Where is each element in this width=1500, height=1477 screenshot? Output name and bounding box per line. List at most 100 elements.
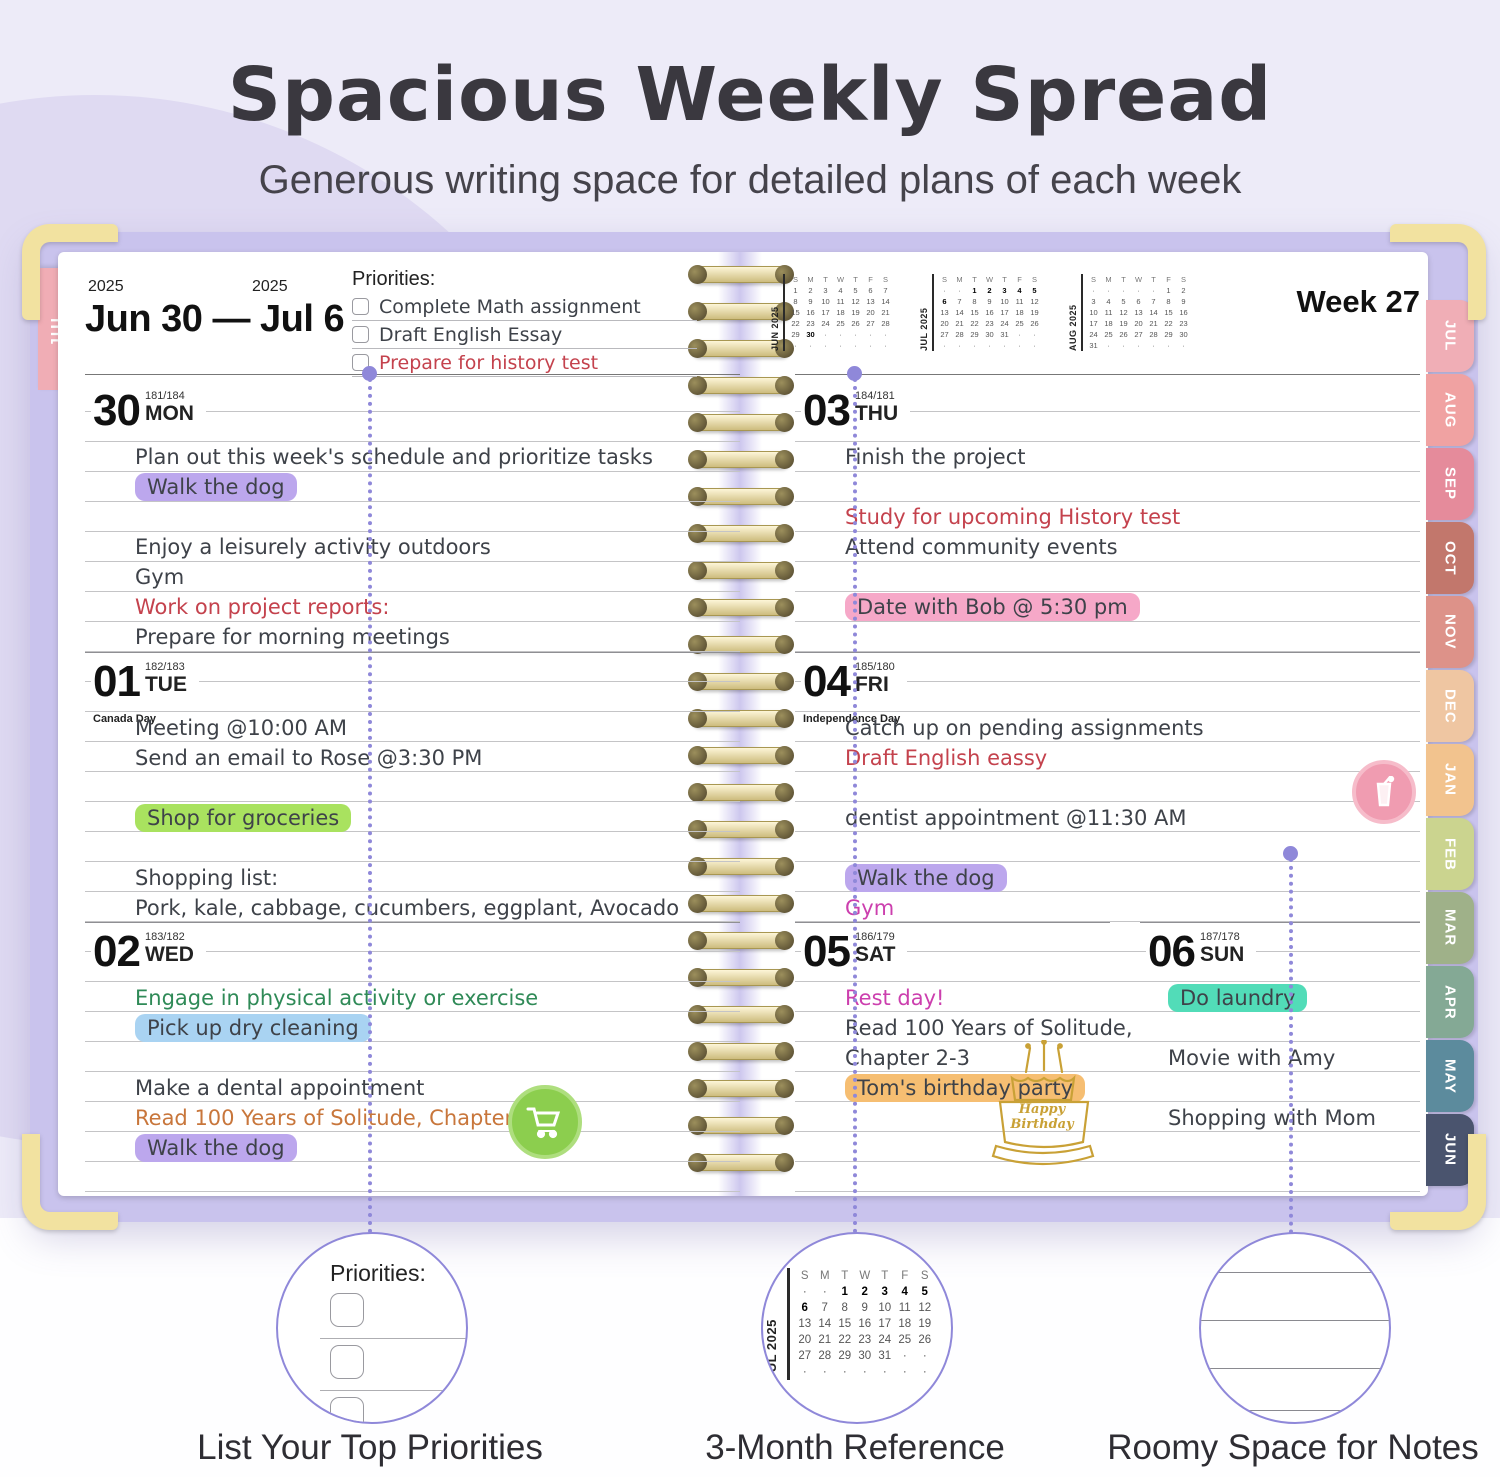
day-section-mon: 30 181/184 MON Plan out this week's schedul…: [85, 382, 740, 652]
date-cell: 7: [1151, 297, 1156, 306]
highlighted-text: Date with Bob @ 5:30 pm: [845, 593, 1140, 621]
date-cell: 30: [1179, 330, 1188, 339]
date-cell: 1: [841, 1286, 848, 1298]
caption-priorities: List Your Top Priorities: [197, 1428, 543, 1467]
date-cell: ·: [854, 330, 857, 339]
callout-priority-row: [320, 1293, 466, 1345]
date-cell: ·: [884, 330, 887, 339]
date-cell: ·: [1018, 341, 1021, 350]
date-cell: 6: [1136, 297, 1141, 306]
date-cell: 20: [1134, 319, 1143, 328]
date-cell: 21: [1149, 319, 1158, 328]
date-cell: ·: [973, 341, 976, 350]
day-of-year: 181/184: [144, 390, 185, 402]
right-grid: 03 184/181 THU Finish the project Study for …: [795, 382, 1420, 1192]
date-cell: 28: [881, 319, 890, 328]
weekday-cell: M: [807, 275, 814, 284]
date-cell: 29: [791, 330, 800, 339]
birthday-cake-icon: Happy Birthday: [978, 1039, 1108, 1185]
handwritten-entry: Study for upcoming History test: [845, 505, 1181, 529]
date-cell: 18: [836, 308, 845, 317]
checkbox-icon: [352, 298, 369, 315]
date-cell: 27: [798, 1350, 812, 1362]
note-line: [1201, 1272, 1389, 1273]
weekday-cell: F: [868, 275, 873, 284]
priority-item: Complete Math assignment: [352, 293, 697, 321]
date-cell: ·: [1122, 286, 1125, 295]
date-cell: ·: [1137, 286, 1140, 295]
priority-item: Prepare for history test: [352, 349, 697, 377]
date-cell: 3: [881, 1286, 888, 1298]
weekday-cell: M: [1105, 275, 1112, 284]
month-tab-jan: JAN: [1426, 744, 1474, 816]
date-cell: 24: [821, 319, 830, 328]
date-cell: 22: [1164, 319, 1173, 328]
highlighted-text: Shop for groceries: [135, 804, 352, 832]
date-cell: ·: [922, 1350, 927, 1362]
date-cell: 22: [970, 319, 979, 328]
month-tab-nov: NOV: [1426, 596, 1474, 668]
day-number: 06: [1148, 927, 1196, 976]
weekday-cell: S: [800, 1270, 809, 1282]
date-cell: 15: [970, 308, 979, 317]
date-cell: 2: [1181, 286, 1186, 295]
day-header: 06 187/178 SUN: [1146, 925, 1257, 979]
day-abbr: SUN: [1199, 943, 1245, 966]
connector-line-left: [368, 378, 372, 1234]
date-cell: ·: [943, 286, 946, 295]
date-cell: 27: [940, 330, 949, 339]
weekday-cell: M: [819, 1270, 830, 1282]
date-cell: ·: [1122, 341, 1125, 350]
date-cell: 4: [838, 286, 843, 295]
day-number: 02: [93, 927, 141, 976]
date-cell: 5: [1032, 286, 1037, 295]
date-cell: 26: [851, 319, 860, 328]
corner-protector-top-left: [22, 224, 118, 320]
date-cell: 16: [985, 308, 994, 317]
date-cell: 2: [808, 286, 813, 295]
holiday-label: Canada Day: [93, 713, 164, 725]
date-cell: 27: [1134, 330, 1143, 339]
day-section-fri: 04 185/180 FRI Independence Day Catch up on …: [795, 652, 1420, 923]
checkbox-icon: [330, 1293, 364, 1327]
corner-protector-bottom-left: [22, 1134, 118, 1230]
left-grid: 30 181/184 MON Plan out this week's schedul…: [85, 382, 740, 1192]
day-number: 03: [803, 386, 851, 435]
date-cell: 11: [898, 1302, 911, 1314]
date-cell: 14: [818, 1318, 832, 1330]
date-cell: 13: [866, 297, 875, 306]
connector-line-middle: [853, 378, 857, 1234]
weekday-cell: S: [1031, 275, 1037, 284]
day-abbr: WED: [144, 943, 194, 966]
month-tab-mar: MAR: [1426, 892, 1474, 964]
day-section-thu: 03 184/181 THU Finish the project Study for …: [795, 382, 1420, 652]
day-number: 05: [803, 927, 851, 976]
date-cell: 11: [836, 297, 845, 306]
handwritten-entry: Pork, kale, cabbage, cucumbers, eggplant…: [135, 896, 680, 920]
day-number: 01: [93, 657, 141, 706]
date-cell: ·: [1107, 286, 1110, 295]
date-cell: ·: [902, 1350, 907, 1362]
handwritten-entry: Rest day!: [845, 986, 945, 1010]
handwritten-entry: Pick up dry cleaning: [135, 1013, 371, 1043]
cake-text: Happy Birthday: [1010, 1102, 1074, 1132]
priorities-rows: Complete Math assignment Draft English Es…: [352, 293, 697, 377]
weekday-cell: S: [792, 275, 798, 284]
connector-dot-right: [1283, 846, 1298, 861]
date-cell: 5: [921, 1286, 928, 1298]
callout-notes: [1199, 1232, 1391, 1424]
mini-calendar-grid: S M T W T F S 1 2 3 4 5 6 7 8 9 10 11 12 13 14 15 16 17 18 19 20 21…: [788, 274, 893, 351]
date-cell: 26: [1030, 319, 1039, 328]
weekday-cell: W: [859, 1270, 871, 1282]
connector-dot-left: [362, 366, 377, 381]
date-cell: ·: [943, 341, 946, 350]
month-tab-aug: AUG: [1426, 374, 1474, 446]
month-tab-dec: DEC: [1426, 670, 1474, 742]
date-cell: 9: [861, 1302, 868, 1314]
date-cell: 29: [1164, 330, 1173, 339]
mini-calendar-label: JUL 2025: [919, 307, 929, 351]
date-cell: 1: [1166, 286, 1171, 295]
date-cell: 10: [821, 297, 830, 306]
date-cell: 8: [1166, 297, 1171, 306]
date-cell: 25: [898, 1334, 912, 1346]
